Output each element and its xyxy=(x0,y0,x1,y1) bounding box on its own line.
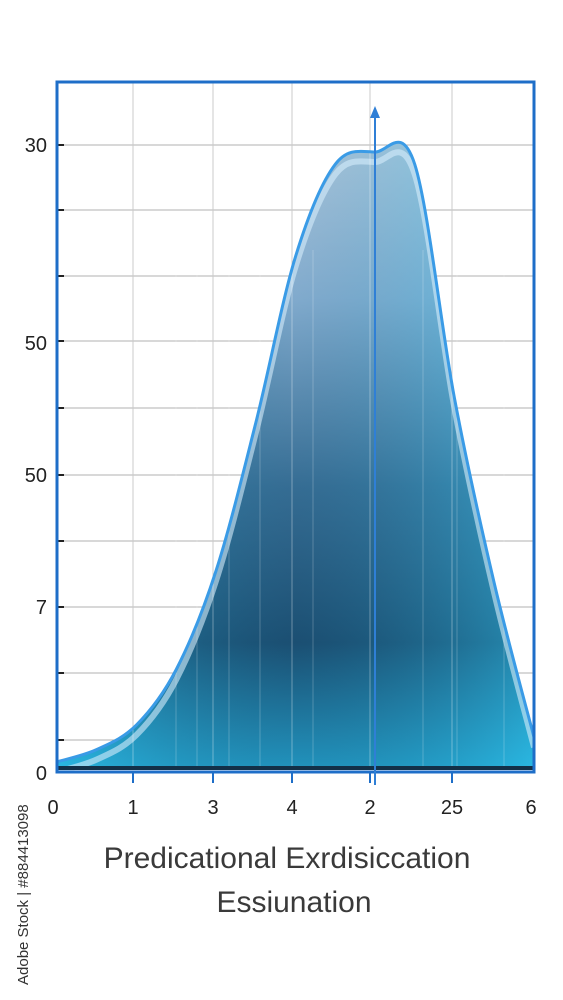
y-tick-label: 0 xyxy=(36,763,47,785)
area-highlight xyxy=(57,149,534,772)
y-ticks: 0 7 50 50 30 xyxy=(25,135,64,785)
y-tick-label: 30 xyxy=(25,135,47,157)
plot-frame xyxy=(55,80,536,774)
x-tick-label: 4 xyxy=(286,797,297,819)
credit-watermark: Adobe Stock | #884413098 xyxy=(15,804,32,985)
x-tick-label: 6 xyxy=(525,797,536,819)
x-ticks: 0 1 3 4 2 25 6 xyxy=(47,772,537,819)
curve-line xyxy=(57,140,534,764)
x-tick-label: 0 xyxy=(47,797,58,819)
peak-marker-arrowhead xyxy=(370,106,380,118)
chart-title-line-1: Predicational Exrdisiccation xyxy=(104,842,471,875)
y-tick-label: 50 xyxy=(25,333,47,355)
x-tick-label: 25 xyxy=(441,797,463,819)
y-tick-label: 7 xyxy=(36,597,47,619)
x-tick-label: 1 xyxy=(127,797,138,819)
y-tick-label: 50 xyxy=(25,465,47,487)
chart-title-line-2: Essiunation xyxy=(216,886,371,919)
area-edge-shading xyxy=(57,142,534,768)
x-tick-label: 3 xyxy=(207,797,218,819)
x-tick-label: 2 xyxy=(364,797,375,819)
area-layer xyxy=(57,82,534,772)
